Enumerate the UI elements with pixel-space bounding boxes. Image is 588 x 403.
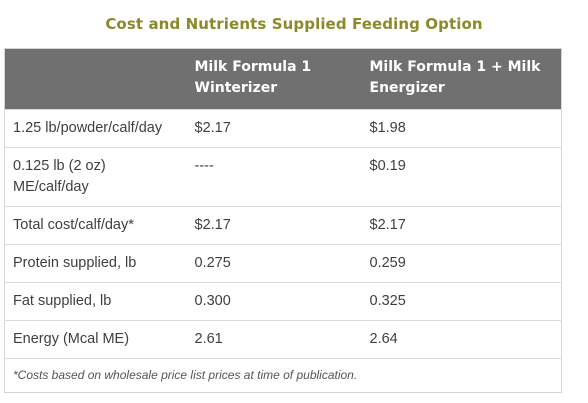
table-row: 0.125 lb (2 oz) ME/calf/day ---- $0.19 [4,147,562,207]
table-header: Milk Formula 1 Winterizer Milk Formula 1… [4,48,562,110]
footnote: *Costs based on wholesale price list pri… [4,358,562,393]
row-label: 0.125 lb (2 oz) ME/calf/day [4,147,189,207]
header-milk-formula-energizer: Milk Formula 1 + Milk Energizer [363,48,562,110]
winterizer-value: 0.300 [188,282,364,321]
table-footer: *Costs based on wholesale price list pri… [4,358,562,393]
energizer-value: 0.325 [363,282,562,321]
winterizer-value: $2.17 [188,206,364,245]
table-row: 1.25 lb/powder/calf/day $2.17 $1.98 [4,109,562,148]
header-empty-cell [4,48,189,110]
table-title: Cost and Nutrients Supplied Feeding Opti… [105,15,483,33]
table-row: Fat supplied, lb 0.300 0.325 [4,282,562,321]
table-row: Protein supplied, lb 0.275 0.259 [4,244,562,283]
header-row: Milk Formula 1 Winterizer Milk Formula 1… [4,48,562,110]
energizer-value: 0.259 [363,244,562,283]
row-label: 1.25 lb/powder/calf/day [4,109,189,148]
row-label: Energy (Mcal ME) [4,320,189,359]
energizer-value: 2.64 [363,320,562,359]
footnote-row: *Costs based on wholesale price list pri… [4,358,562,393]
winterizer-value: $2.17 [188,109,364,148]
table-row: Energy (Mcal ME) 2.61 2.64 [4,320,562,359]
energizer-value: $1.98 [363,109,562,148]
row-label: Total cost/calf/day* [4,206,189,245]
winterizer-value: 2.61 [188,320,364,359]
row-label: Fat supplied, lb [4,282,189,321]
header-milk-formula-winterizer: Milk Formula 1 Winterizer [188,48,364,110]
energizer-value: $2.17 [363,206,562,245]
table-row: Total cost/calf/day* $2.17 $2.17 [4,206,562,245]
energizer-value: $0.19 [363,147,562,207]
winterizer-value: 0.275 [188,244,364,283]
winterizer-value: ---- [188,147,364,207]
table-body: 1.25 lb/powder/calf/day $2.17 $1.98 0.12… [4,109,562,359]
row-label: Protein supplied, lb [4,244,189,283]
cost-nutrients-table: Milk Formula 1 Winterizer Milk Formula 1… [4,48,562,393]
